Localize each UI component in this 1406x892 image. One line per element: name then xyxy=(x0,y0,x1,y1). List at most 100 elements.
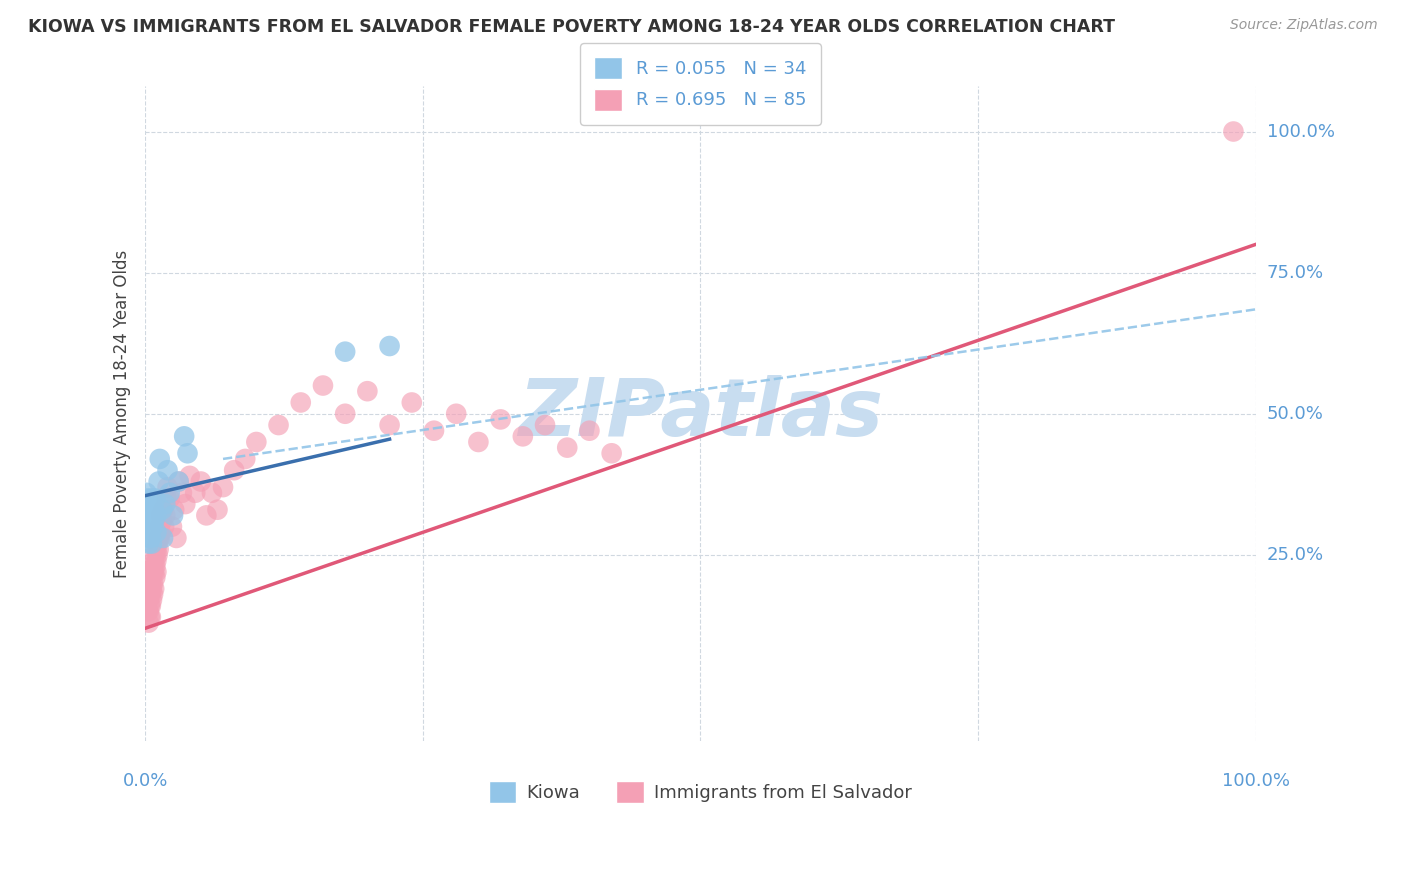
Point xyxy=(139,531,162,545)
Text: 100.0%: 100.0% xyxy=(1222,772,1289,789)
Point xyxy=(145,542,167,557)
Point xyxy=(423,424,446,438)
Point xyxy=(233,451,256,466)
Point xyxy=(139,576,162,591)
Point xyxy=(156,480,179,494)
Point xyxy=(143,548,166,562)
Point xyxy=(148,542,170,557)
Point xyxy=(145,565,167,579)
Point xyxy=(136,593,159,607)
Point xyxy=(149,519,172,533)
Point xyxy=(489,412,512,426)
Point xyxy=(156,463,179,477)
Point xyxy=(152,502,174,516)
Point xyxy=(136,491,159,506)
Point xyxy=(138,593,160,607)
Point xyxy=(155,491,177,506)
Point xyxy=(162,508,184,523)
Point xyxy=(139,587,162,601)
Point xyxy=(138,604,160,618)
Point xyxy=(333,407,356,421)
Point xyxy=(184,485,207,500)
Point xyxy=(143,582,166,596)
Point xyxy=(155,497,177,511)
Point xyxy=(143,514,166,528)
Point xyxy=(145,525,167,540)
Point xyxy=(145,553,167,567)
Point xyxy=(139,576,162,591)
Point xyxy=(176,446,198,460)
Point xyxy=(149,508,172,523)
Point xyxy=(138,615,160,630)
Text: 50.0%: 50.0% xyxy=(1267,405,1323,423)
Point xyxy=(142,587,165,601)
Point xyxy=(150,514,173,528)
Point xyxy=(149,525,172,540)
Point xyxy=(312,378,335,392)
Point xyxy=(290,395,312,409)
Point xyxy=(139,610,162,624)
Point xyxy=(146,548,169,562)
Point xyxy=(139,519,162,533)
Point xyxy=(159,491,181,506)
Point xyxy=(578,424,600,438)
Point xyxy=(139,599,162,613)
Text: 75.0%: 75.0% xyxy=(1267,264,1324,282)
Point xyxy=(136,604,159,618)
Point xyxy=(159,485,181,500)
Point xyxy=(136,576,159,591)
Legend: Kiowa, Immigrants from El Salvador: Kiowa, Immigrants from El Salvador xyxy=(481,774,920,811)
Point xyxy=(139,610,162,624)
Point xyxy=(142,576,165,591)
Point xyxy=(444,407,467,421)
Point xyxy=(139,531,162,545)
Point xyxy=(139,514,162,528)
Point xyxy=(138,570,160,584)
Point xyxy=(136,519,159,533)
Text: 100.0%: 100.0% xyxy=(1267,122,1334,141)
Point xyxy=(141,536,163,550)
Text: KIOWA VS IMMIGRANTS FROM EL SALVADOR FEMALE POVERTY AMONG 18-24 YEAR OLDS CORREL: KIOWA VS IMMIGRANTS FROM EL SALVADOR FEM… xyxy=(28,18,1115,36)
Point xyxy=(333,344,356,359)
Point xyxy=(136,565,159,579)
Point xyxy=(143,491,166,506)
Point xyxy=(153,519,176,533)
Point xyxy=(138,582,160,596)
Point xyxy=(152,531,174,545)
Point xyxy=(141,570,163,584)
Point xyxy=(138,536,160,550)
Y-axis label: Female Poverty Among 18-24 Year Olds: Female Poverty Among 18-24 Year Olds xyxy=(114,250,131,578)
Point xyxy=(135,565,157,579)
Point xyxy=(167,475,190,489)
Point xyxy=(150,502,173,516)
Point xyxy=(173,429,195,443)
Point xyxy=(167,475,190,489)
Point xyxy=(142,565,165,579)
Point xyxy=(600,446,623,460)
Point xyxy=(143,502,166,516)
Point xyxy=(378,418,401,433)
Point xyxy=(142,519,165,533)
Point xyxy=(146,536,169,550)
Point xyxy=(207,502,229,516)
Point xyxy=(155,508,177,523)
Text: ZIPatlas: ZIPatlas xyxy=(517,375,883,453)
Point xyxy=(224,463,246,477)
Point xyxy=(135,576,157,591)
Point xyxy=(142,508,165,523)
Point xyxy=(149,531,172,545)
Point xyxy=(467,435,489,450)
Point xyxy=(267,418,290,433)
Point xyxy=(135,485,157,500)
Point xyxy=(174,497,197,511)
Point xyxy=(160,519,183,533)
Point xyxy=(212,480,235,494)
Point xyxy=(141,559,163,574)
Point xyxy=(555,441,578,455)
Point xyxy=(143,565,166,579)
Point xyxy=(139,587,162,601)
Point xyxy=(139,599,162,613)
Point xyxy=(136,508,159,523)
Point xyxy=(195,508,218,523)
Point xyxy=(163,502,186,516)
